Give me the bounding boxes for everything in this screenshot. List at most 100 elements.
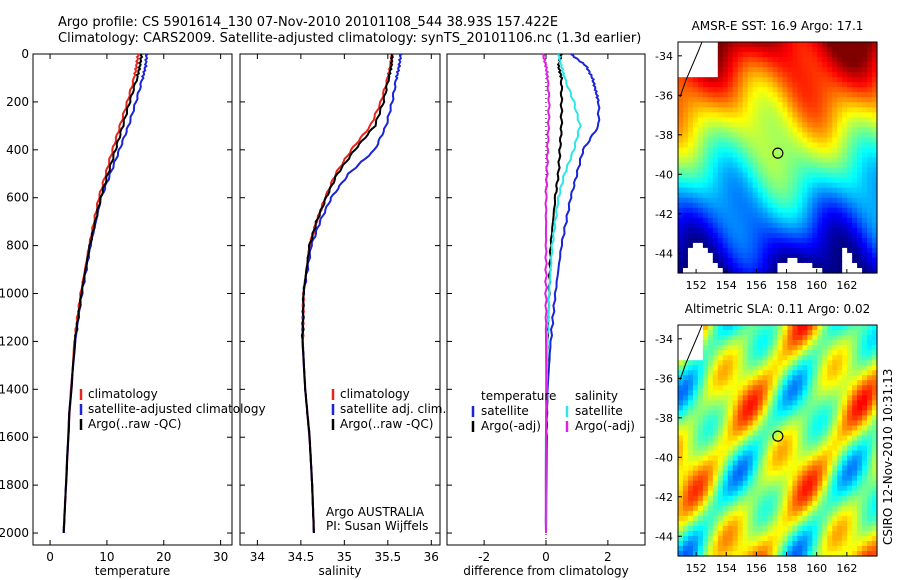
heatmap-cell: [852, 42, 858, 48]
heatmap-cell: [867, 550, 873, 557]
heatmap-cell: [792, 410, 798, 416]
heatmap-cell: [867, 242, 873, 249]
heatmap-cell: [847, 212, 853, 219]
x-tick-label: 10: [99, 550, 114, 564]
heatmap-cell: [727, 535, 734, 542]
heatmap-cell: [817, 182, 823, 189]
heatmap-cell: [707, 365, 714, 371]
heatmap-cell: [827, 375, 833, 381]
heatmap-cell: [742, 410, 749, 416]
heatmap-cell: [692, 475, 699, 482]
heatmap-cell: [747, 380, 754, 386]
heatmap-cell: [732, 177, 739, 184]
heatmap-cell: [817, 340, 823, 346]
heatmap-cell: [837, 197, 843, 204]
heatmap-cell: [867, 122, 873, 128]
heatmap-cell: [757, 500, 764, 507]
y-tick-label: 0: [21, 47, 29, 61]
heatmap-cell: [862, 172, 868, 179]
heatmap-cell: [722, 92, 729, 98]
heatmap-cell: [687, 465, 694, 472]
heatmap-cell: [682, 212, 689, 219]
heatmap-cell: [797, 152, 803, 159]
heatmap-cell: [722, 47, 729, 53]
heatmap-cell: [717, 495, 724, 502]
heatmap-cell: [692, 385, 699, 391]
heatmap-cell: [737, 42, 744, 48]
heatmap-cell: [857, 82, 863, 88]
heatmap-cell: [732, 167, 739, 174]
heatmap-cell: [837, 440, 843, 447]
heatmap-cell: [762, 500, 769, 507]
heatmap-cell: [702, 257, 709, 264]
heatmap-cell: [837, 57, 843, 63]
heatmap-cell: [717, 207, 724, 214]
heatmap-cell: [862, 445, 868, 452]
heatmap-cell: [752, 142, 759, 149]
heatmap-cell: [797, 87, 803, 93]
x-axis-label: difference from climatology: [463, 564, 629, 578]
heatmap-cell: [767, 202, 774, 209]
heatmap-cell: [747, 525, 754, 532]
x-tick-label: 36: [424, 550, 439, 564]
heatmap-cell: [822, 365, 828, 371]
heatmap-cell: [717, 242, 724, 249]
heatmap-cell: [732, 390, 739, 396]
heatmap-cell: [827, 62, 833, 68]
heatmap-cell: [847, 360, 853, 366]
heatmap-cell: [777, 197, 784, 204]
heatmap-cell: [678, 202, 684, 209]
heatmap-cell: [678, 355, 684, 361]
heatmap-cell: [817, 420, 823, 427]
heatmap-cell: [857, 227, 863, 234]
heatmap-cell: [678, 400, 684, 406]
series-line-magenta: [541, 53, 551, 534]
heatmap-cell: [792, 202, 798, 209]
heatmap-cell: [712, 42, 719, 48]
heatmap-cell: [737, 420, 744, 427]
heatmap-cell: [687, 182, 694, 189]
heatmap-cell: [742, 520, 749, 527]
heatmap-cell: [787, 102, 794, 108]
heatmap-cell: [702, 252, 709, 259]
heatmap-cell: [867, 137, 873, 144]
heatmap-cell: [762, 152, 769, 159]
heatmap-cell: [787, 147, 794, 154]
heatmap-cell: [742, 62, 749, 68]
heatmap-cell: [702, 440, 709, 447]
heatmap-cell: [727, 142, 734, 149]
heatmap-cell: [817, 435, 823, 442]
heatmap-cell: [687, 325, 694, 331]
heatmap-cell: [822, 530, 828, 537]
heatmap-cell: [717, 82, 724, 88]
heatmap-cell: [837, 530, 843, 537]
heatmap-cell: [837, 540, 843, 547]
heatmap-cell: [822, 222, 828, 229]
heatmap-cell: [747, 247, 754, 254]
heatmap-cell: [867, 465, 873, 472]
heatmap-cell: [697, 485, 704, 492]
heatmap-cell: [862, 325, 868, 331]
heatmap-cell: [772, 67, 779, 73]
heatmap-cell: [842, 360, 848, 366]
heatmap-cell: [747, 330, 754, 336]
heatmap-cell: [857, 257, 863, 264]
heatmap-cell: [727, 510, 734, 517]
heatmap-cell: [722, 375, 729, 381]
legend-entry: satellite-adjusted climatology: [88, 402, 266, 416]
heatmap-cell: [757, 262, 764, 269]
heatmap-cell: [687, 102, 694, 108]
heatmap-cell: [722, 365, 729, 371]
heatmap-cell: [712, 445, 719, 452]
heatmap-cell: [847, 545, 853, 552]
heatmap-cell: [797, 460, 803, 467]
heatmap-cell: [732, 237, 739, 244]
heatmap-cell: [797, 415, 803, 422]
heatmap-cell: [812, 360, 818, 366]
heatmap-cell: [857, 505, 863, 512]
heatmap-cell: [692, 325, 699, 331]
heatmap-cell: [867, 450, 873, 457]
heatmap-cell: [852, 350, 858, 356]
y-tick-label: -34: [655, 50, 673, 63]
heatmap-cell: [807, 450, 813, 457]
